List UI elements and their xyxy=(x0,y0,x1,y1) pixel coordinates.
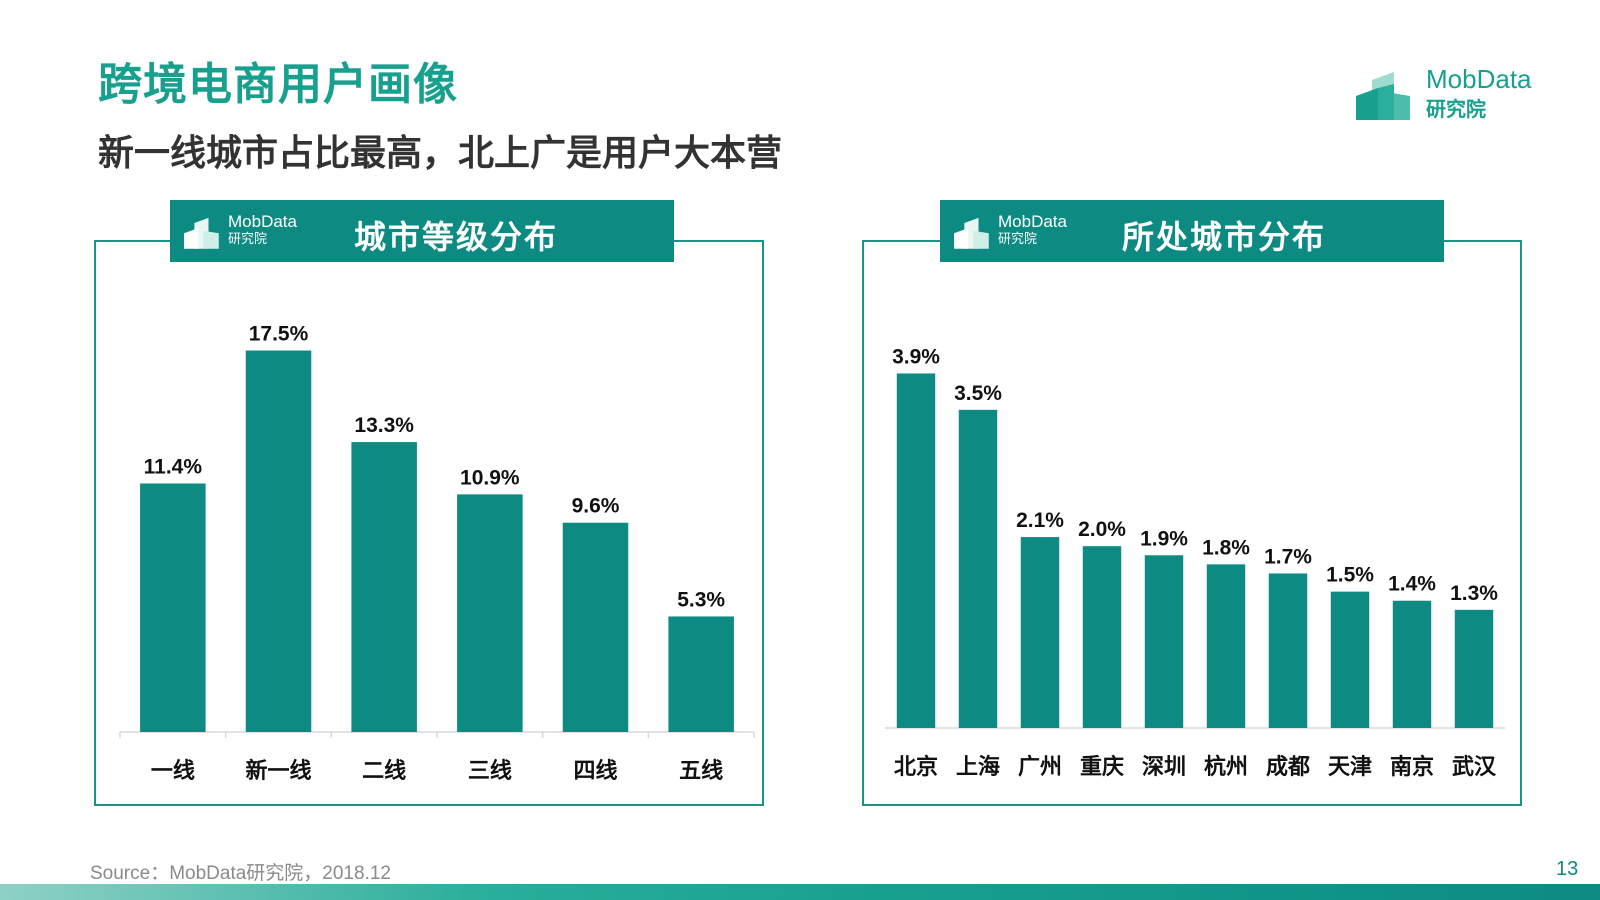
brand-name-cn: 研究院 xyxy=(1426,99,1486,121)
mini-brand-name-en: MobData xyxy=(228,212,297,231)
data-label: 2.1% xyxy=(1016,509,1064,532)
data-label: 2.0% xyxy=(1078,518,1126,541)
building-logo-icon xyxy=(954,217,989,249)
mini-brand-name-cn: 研究院 xyxy=(228,231,268,246)
bar xyxy=(1144,555,1184,728)
data-label: 5.3% xyxy=(677,588,725,611)
category-label: 二线 xyxy=(362,758,406,784)
mini-brand-logo: MobData 研究院 xyxy=(184,212,324,252)
category-label: 杭州 xyxy=(1204,754,1248,780)
data-label: 1.7% xyxy=(1264,545,1312,568)
page-subtitle: 新一线城市占比最高，北上广是用户大本营 xyxy=(98,132,783,173)
category-label: 北京 xyxy=(894,754,938,780)
data-label: 1.9% xyxy=(1140,527,1188,550)
category-label: 上海 xyxy=(956,754,1000,780)
bar xyxy=(1454,609,1494,728)
bar xyxy=(668,616,734,732)
bar xyxy=(1082,546,1122,728)
category-label: 一线 xyxy=(151,758,195,784)
category-label: 重庆 xyxy=(1080,754,1124,780)
category-label: 成都 xyxy=(1266,755,1310,780)
bar xyxy=(351,442,417,732)
category-label: 三线 xyxy=(468,758,512,784)
brand-name-en: MobData xyxy=(1426,64,1532,94)
bar xyxy=(896,373,936,728)
bar xyxy=(1330,591,1370,728)
bar xyxy=(958,409,998,728)
city-tier-panel-header: MobData 研究院 城市等级分布 xyxy=(170,200,674,262)
page-number: 13 xyxy=(1556,858,1579,880)
category-label: 五线 xyxy=(679,758,723,784)
bar xyxy=(245,350,312,732)
data-label: 1.4% xyxy=(1388,573,1436,596)
bar xyxy=(1020,537,1060,728)
bar xyxy=(1268,573,1308,728)
data-label: 1.5% xyxy=(1326,564,1374,587)
data-label: 17.5% xyxy=(249,323,309,346)
category-label: 四线 xyxy=(573,758,617,784)
building-logo-icon xyxy=(184,217,219,249)
category-label: 深圳 xyxy=(1142,755,1186,780)
data-label: 1.3% xyxy=(1450,582,1498,605)
bar xyxy=(140,483,206,732)
category-label: 新一线 xyxy=(245,758,311,784)
source-note: Source：MobData研究院，2018.12 xyxy=(90,863,391,884)
category-label: 天津 xyxy=(1328,754,1372,780)
mini-brand-name-en: MobData xyxy=(998,212,1067,231)
chart-title: 所处城市分布 xyxy=(1122,219,1327,255)
data-label: 11.4% xyxy=(144,455,203,478)
data-label: 3.5% xyxy=(954,382,1002,405)
data-label: 10.9% xyxy=(460,466,520,489)
data-label: 3.9% xyxy=(892,345,940,368)
brand-logo: MobData 研究院 xyxy=(1356,64,1556,124)
bar xyxy=(1206,564,1246,728)
page-title: 跨境电商用户画像 xyxy=(98,60,458,109)
category-label: 武汉 xyxy=(1452,755,1497,780)
bar xyxy=(562,522,629,732)
data-label: 1.8% xyxy=(1202,536,1250,559)
city-distribution-panel-header: MobData 研究院 所处城市分布 xyxy=(940,200,1444,262)
category-label: 广州 xyxy=(1018,754,1062,780)
bar xyxy=(457,494,523,732)
mini-brand-logo: MobData 研究院 xyxy=(954,212,1094,252)
building-logo-icon xyxy=(1356,72,1410,120)
category-label: 南京 xyxy=(1390,754,1434,780)
bar xyxy=(1392,600,1432,728)
mini-brand-name-cn: 研究院 xyxy=(998,231,1038,246)
chart-title: 城市等级分布 xyxy=(354,219,559,255)
footer-bar xyxy=(0,884,1600,900)
data-label: 13.3% xyxy=(354,414,414,437)
data-label: 9.6% xyxy=(572,495,620,518)
